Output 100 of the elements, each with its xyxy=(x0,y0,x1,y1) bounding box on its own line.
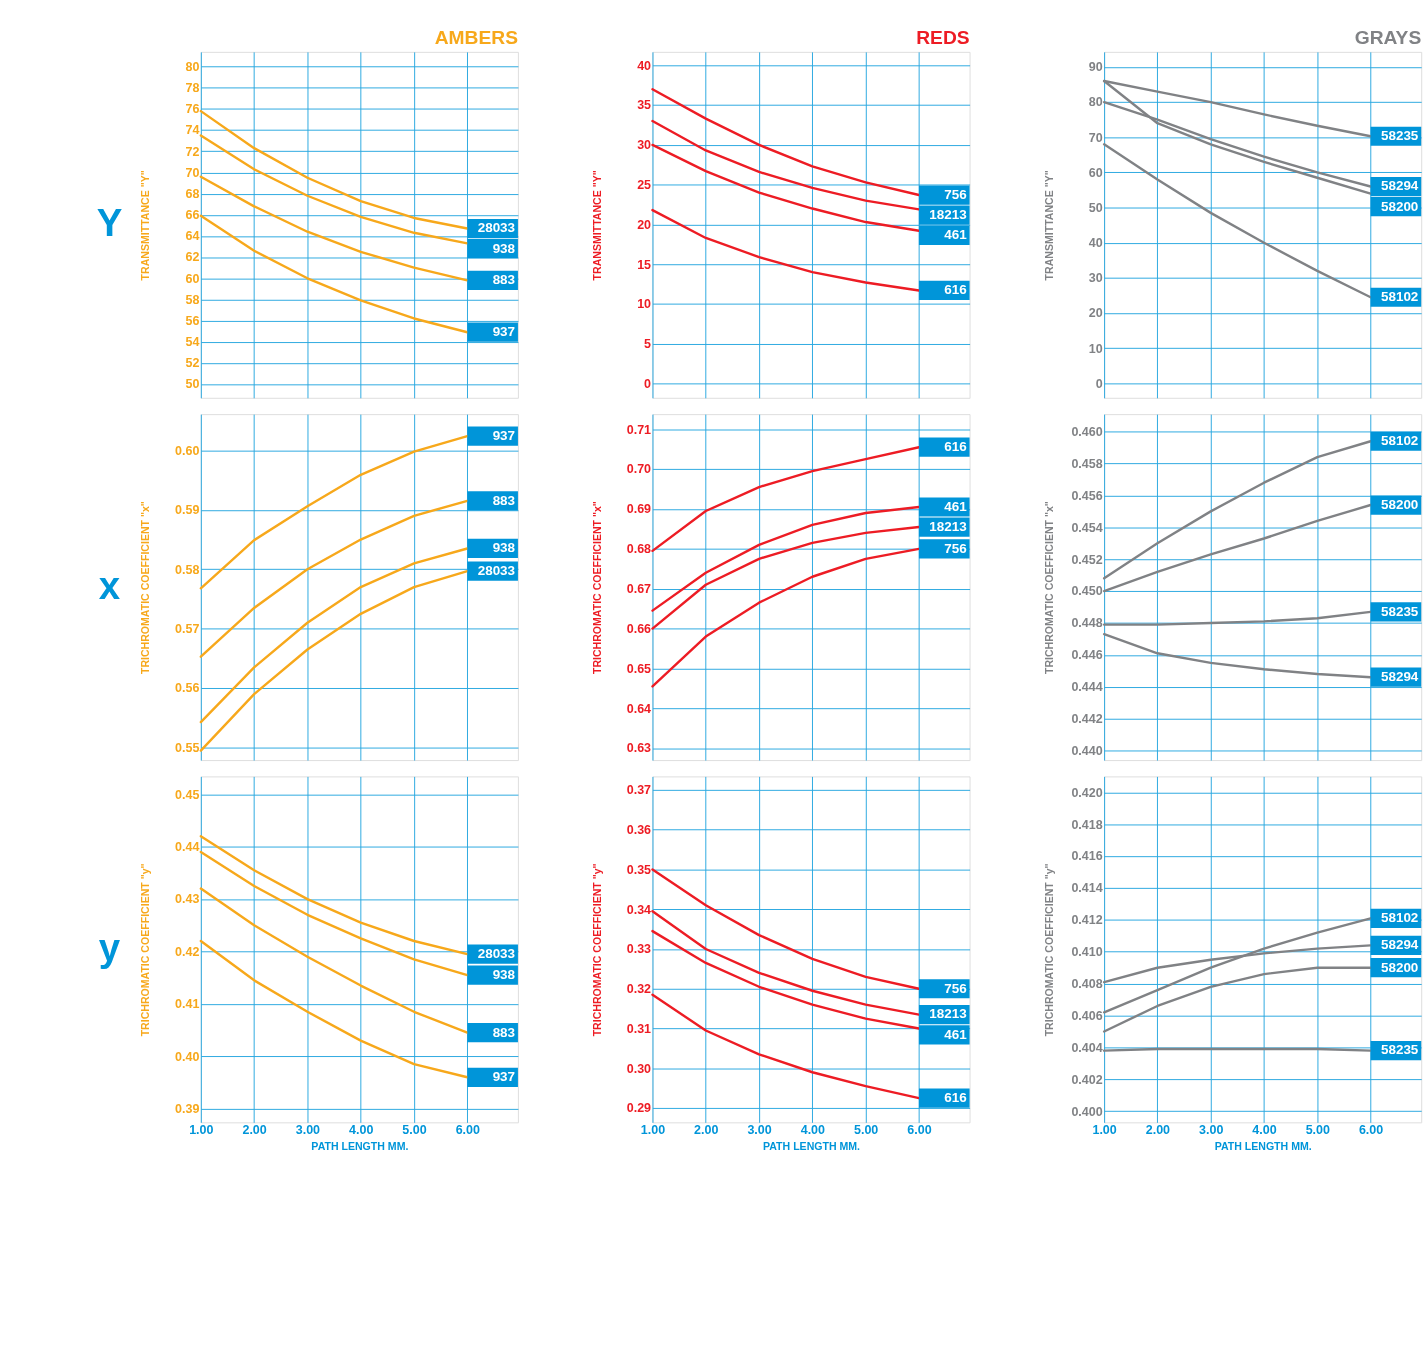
series-label: 58200 xyxy=(1380,198,1419,214)
y-tick-label: 0.452 xyxy=(1071,552,1103,567)
y-tick-label: 0.70 xyxy=(626,462,652,477)
y-tick-label: 25 xyxy=(637,178,652,193)
series-label: 938 xyxy=(492,540,516,556)
y-tick-label: 0.442 xyxy=(1071,711,1103,726)
y-tick-label: 0.43 xyxy=(175,892,200,907)
y-tick-label: 0.33 xyxy=(626,942,652,957)
series-label: 883 xyxy=(492,272,516,288)
y-tick-label: 0.40 xyxy=(175,1049,200,1064)
series-label: 461 xyxy=(944,1026,968,1042)
y-tick-label: 20 xyxy=(1088,306,1103,321)
y-tick-label: 0.34 xyxy=(626,902,652,917)
series-label: 58102 xyxy=(1380,289,1419,305)
series-label: 58235 xyxy=(1380,603,1419,619)
y-tick-label: 20 xyxy=(637,217,652,232)
x-tick-label: 4.00 xyxy=(800,1123,826,1138)
series-label: 938 xyxy=(492,966,516,982)
y-tick-label: 58 xyxy=(185,292,200,307)
y-tick-label: 78 xyxy=(185,81,200,96)
series-label: 18213 xyxy=(929,519,967,535)
series-label: 28033 xyxy=(477,562,516,578)
text: y xyxy=(98,925,121,969)
series-label: 58200 xyxy=(1380,496,1419,512)
y-tick-label: 0.63 xyxy=(626,741,652,756)
y-tick-label: 10 xyxy=(637,297,652,312)
y-tick-label: 30 xyxy=(637,138,652,153)
x-tick-label: 4.00 xyxy=(1252,1123,1277,1138)
y-tick-label: 0.29 xyxy=(626,1101,652,1116)
y-tick-label: 5 xyxy=(644,337,652,352)
chart-title: AMBERS xyxy=(434,27,519,49)
y-tick-label: 0.41 xyxy=(175,997,200,1012)
y-tick-label: 0.60 xyxy=(175,443,200,458)
y-tick-label: 0.410 xyxy=(1071,945,1103,960)
y-tick-label: 0.32 xyxy=(626,982,652,997)
y-tick-label: 80 xyxy=(1088,95,1103,110)
y-axis-title: TRICHROMATIC COEFFICIENT "y" xyxy=(1042,863,1055,1037)
y-tick-label: 30 xyxy=(1088,271,1103,286)
y-tick-label: 50 xyxy=(1088,200,1103,215)
y-axis-title: TRANSMITTANCE "Y" xyxy=(139,170,152,281)
series-label: 938 xyxy=(492,240,516,256)
y-tick-label: 0.408 xyxy=(1071,976,1103,991)
y-tick-label: 76 xyxy=(185,102,200,117)
series-label: 937 xyxy=(492,427,516,443)
y-tick-label: 0.458 xyxy=(1071,456,1103,471)
y-tick-label: 0.44 xyxy=(175,839,200,854)
y-tick-label: 0.57 xyxy=(175,622,200,637)
y-tick-label: 10 xyxy=(1088,341,1103,356)
series-label: 883 xyxy=(492,1024,516,1040)
x-tick-label: 3.00 xyxy=(747,1123,772,1138)
y-tick-label: 70 xyxy=(185,165,200,180)
x-axis-title: PATH LENGTH MM. xyxy=(1214,1139,1312,1152)
series-label: 18213 xyxy=(929,1006,967,1022)
series-label: 58294 xyxy=(1380,669,1419,685)
x-tick-label: 2.00 xyxy=(1145,1123,1171,1138)
x-tick-label: 6.00 xyxy=(1358,1123,1384,1138)
y-axis-title: TRANSMITTANCE "Y" xyxy=(1042,170,1055,281)
y-tick-label: 40 xyxy=(1088,236,1103,251)
text: Y xyxy=(96,201,123,245)
y-tick-label: 0.400 xyxy=(1071,1104,1103,1119)
y-tick-label: 0.64 xyxy=(626,701,652,716)
text: x xyxy=(98,563,121,607)
y-tick-label: 0.37 xyxy=(626,783,652,798)
series-label: 461 xyxy=(944,227,968,243)
y-tick-label: 66 xyxy=(185,208,200,223)
series-label: 616 xyxy=(944,282,967,298)
x-tick-label: 2.00 xyxy=(242,1123,267,1138)
series-label: 58102 xyxy=(1380,433,1419,449)
x-axis-title: PATH LENGTH MM. xyxy=(763,1139,861,1152)
y-tick-label: 0.414 xyxy=(1071,881,1103,896)
y-tick-label: 0 xyxy=(1095,376,1103,391)
y-tick-label: 0.45 xyxy=(175,787,200,802)
y-tick-label: 0.448 xyxy=(1071,616,1103,631)
y-tick-label: 0.68 xyxy=(626,542,652,557)
y-tick-label: 0.65 xyxy=(626,661,652,676)
y-tick-label: 0.440 xyxy=(1071,743,1103,758)
y-tick-label: 0.67 xyxy=(626,582,652,597)
y-tick-label: 60 xyxy=(1088,165,1103,180)
series-label: 58294 xyxy=(1380,937,1419,953)
y-axis-title: TRICHROMATIC COEFFICIENT "x" xyxy=(591,501,604,675)
y-tick-label: 90 xyxy=(1088,60,1103,75)
chart-title: GRAYS xyxy=(1354,27,1422,49)
x-tick-label: 6.00 xyxy=(907,1123,932,1138)
y-tick-label: 50 xyxy=(185,377,200,392)
y-tick-label: 0.456 xyxy=(1071,488,1103,503)
y-axis-title: TRANSMITTANCE "Y" xyxy=(591,170,604,281)
y-tick-label: 52 xyxy=(185,356,200,371)
y-tick-label: 35 xyxy=(637,98,652,113)
y-tick-label: 0.71 xyxy=(626,422,652,437)
y-tick-label: 0.66 xyxy=(626,621,652,636)
series-label: 616 xyxy=(944,1089,967,1105)
x-tick-label: 5.00 xyxy=(1305,1123,1330,1138)
x-tick-label: 1.00 xyxy=(640,1123,666,1138)
y-tick-label: 0.444 xyxy=(1071,680,1103,695)
y-tick-label: 60 xyxy=(185,271,200,286)
series-label: 883 xyxy=(492,492,516,508)
y-axis-title: TRICHROMATIC COEFFICIENT "x" xyxy=(139,501,152,675)
x-tick-label: 3.00 xyxy=(1199,1123,1224,1138)
y-tick-label: 0.446 xyxy=(1071,648,1103,663)
x-tick-label: 5.00 xyxy=(402,1123,427,1138)
